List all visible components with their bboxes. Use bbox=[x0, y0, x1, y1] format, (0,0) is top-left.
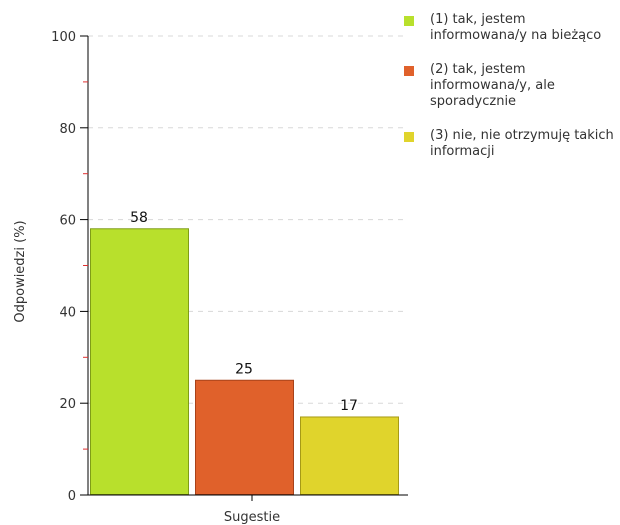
data-label-series-2: 25 bbox=[235, 361, 253, 377]
x-axis-category-label: Sugestie bbox=[224, 510, 280, 525]
bar-series-3 bbox=[300, 416, 399, 495]
y-axis-title: Odpowiedzi (%) bbox=[13, 220, 28, 322]
legend-label: (2) tak, jestem informowana/y, ale spora… bbox=[430, 62, 555, 109]
legend-swatch bbox=[404, 66, 414, 76]
legend-item-3: (3) nie, nie otrzymuję takich informacji bbox=[404, 128, 616, 160]
legend-label: (3) nie, nie otrzymuję takich informacji bbox=[430, 128, 614, 159]
y-tick-label: 40 bbox=[59, 305, 76, 320]
y-tick-label: 0 bbox=[68, 489, 76, 504]
y-tick-label: 80 bbox=[59, 122, 76, 137]
legend-swatch bbox=[404, 132, 414, 142]
data-label-series-1: 58 bbox=[130, 210, 148, 226]
y-tick-label: 100 bbox=[51, 30, 76, 45]
data-labels: 58 25 17 bbox=[130, 210, 358, 414]
bar-series-2 bbox=[195, 379, 294, 495]
legend-item-2: (2) tak, jestem informowana/y, ale spora… bbox=[404, 62, 616, 110]
legend-item-1: (1) tak, jestem informowana/y na bieżąco bbox=[404, 12, 616, 44]
y-tick-label: 60 bbox=[59, 214, 76, 229]
legend: (1) tak, jestem informowana/y na bieżąco… bbox=[404, 12, 616, 178]
legend-swatch bbox=[404, 16, 414, 26]
bar-series-1 bbox=[90, 228, 189, 495]
y-tick-label: 20 bbox=[59, 397, 76, 412]
data-label-series-3: 17 bbox=[340, 398, 358, 414]
y-axis-ticks: 0 20 40 60 80 100 bbox=[51, 30, 253, 504]
legend-label: (1) tak, jestem informowana/y na bieżąco bbox=[430, 12, 602, 43]
bars bbox=[90, 228, 399, 495]
